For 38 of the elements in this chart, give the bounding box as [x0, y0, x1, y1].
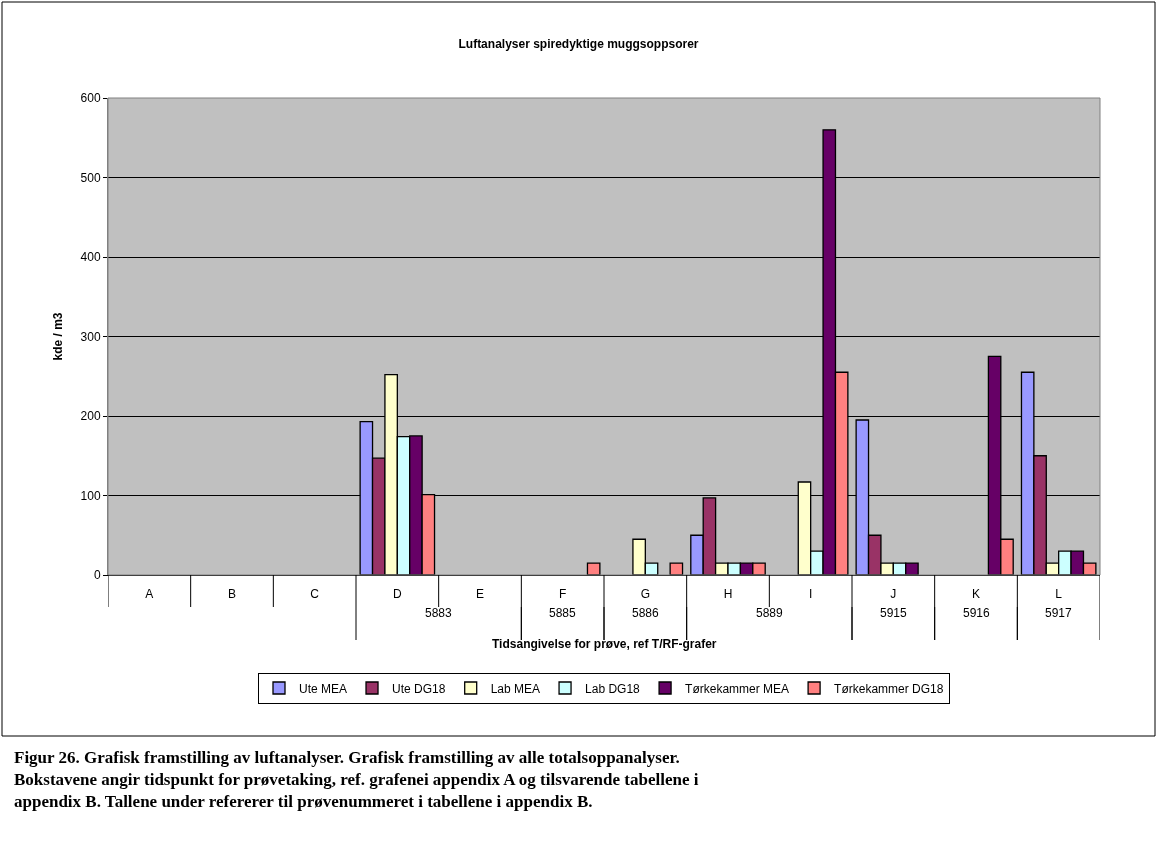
y-tick-label: 100 — [80, 488, 101, 503]
y-tick-label: 0 — [93, 568, 101, 583]
y-tick-label: 500 — [80, 170, 101, 185]
text: 5883 — [425, 606, 453, 620]
text: Figur 26. Grafisk framstilling av luftanalyser. Grafisk framstilling av alle totalsoppanalyser. Bokstavene angir tidspunkt for prøvetaking, ref. grafenei appendix A og tilsvarende tabellene i appendix B. Tallene under refererer til prøvenummeret i tabellene i appendix B. — [14, 748, 699, 812]
x-tick-label: B — [227, 587, 237, 602]
text: 5915 — [880, 606, 908, 620]
y-tick-label: 600 — [80, 91, 101, 106]
text: 5917 — [1045, 606, 1073, 620]
legend-label: Tørkekammer DG18 — [834, 681, 944, 696]
bar — [586, 562, 601, 575]
text: 5889 — [756, 606, 784, 620]
legend-label: Lab DG18 — [585, 681, 641, 696]
legend-label: Ute MEA — [299, 681, 348, 696]
legend-label: Lab MEA — [490, 681, 541, 696]
x-tick-label: D — [392, 587, 402, 602]
y-axis-title: kde / m3 — [50, 312, 65, 361]
x-axis-title: Tidsangivelse for prøve, ref T/RF-grafer — [492, 637, 717, 651]
x-tick-label: F — [559, 587, 567, 602]
x-tick-label: C — [310, 587, 320, 602]
x-tick-label: G — [640, 587, 650, 602]
x-tick-label: A — [145, 587, 154, 602]
legend-label: Tørkekammer MEA — [685, 681, 790, 696]
y-tick-label: 200 — [80, 409, 101, 424]
x-tick-label: I — [809, 587, 813, 602]
legend-label: Ute DG18 — [392, 681, 446, 696]
y-tick-label: 400 — [80, 250, 101, 265]
text: 5886 — [632, 606, 660, 620]
x-tick-label: J — [890, 587, 897, 602]
x-tick-label: K — [971, 587, 981, 602]
x-tick-label: L — [1055, 587, 1063, 602]
x-tick-label: H — [723, 587, 733, 602]
text: 5885 — [549, 606, 577, 620]
text: 5916 — [963, 606, 991, 620]
y-tick-label: 300 — [80, 329, 101, 344]
bar — [669, 562, 684, 575]
x-tick-label: E — [475, 587, 485, 602]
chart-title: Luftanalyser spiredyktige muggsoppsorer — [458, 37, 699, 52]
